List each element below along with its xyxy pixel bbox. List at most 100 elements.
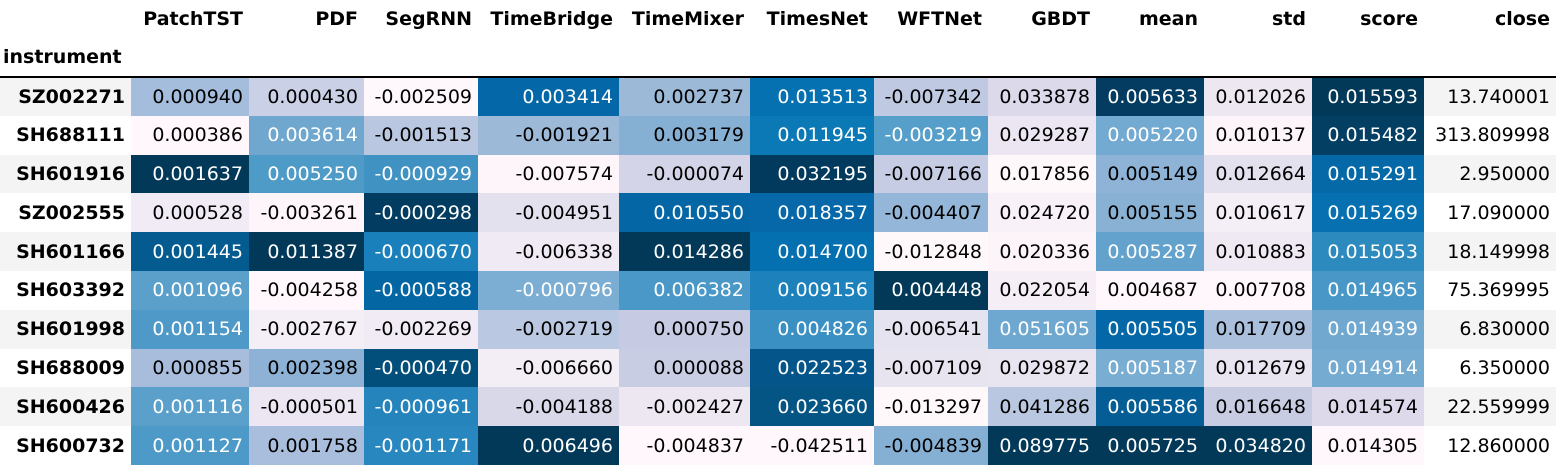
cell-std: 0.010137	[1204, 115, 1312, 155]
table-body: SZ002271 0.000940 0.000430 -0.002509 0.00341…	[0, 76, 1556, 465]
table-row: SZ002555 0.000528 -0.003261 -0.000298 -0.004…	[0, 193, 1556, 233]
cell-patchtst: 0.001637	[131, 154, 249, 194]
cell-wftnet: -0.007109	[874, 348, 988, 388]
column-header-timemixer: TimeMixer	[631, 8, 744, 30]
cell-mean: 0.005586	[1096, 387, 1204, 427]
table-row: SH600426 0.001116 -0.000501 -0.000961 -0.004…	[0, 387, 1556, 427]
cell-mean: 0.004687	[1096, 270, 1204, 310]
index-header-blank	[1096, 38, 1204, 77]
cell-gbdt: 0.051605	[988, 309, 1096, 349]
cell-gbdt: 0.029872	[988, 348, 1096, 388]
cell-close: 22.559999	[1424, 387, 1556, 427]
cell-pdf: -0.002767	[249, 309, 364, 349]
cell-gbdt: 0.029287	[988, 115, 1096, 155]
cell-std: 0.010617	[1204, 193, 1312, 233]
cell-std: 0.012026	[1204, 76, 1312, 116]
cell-score: 0.014574	[1312, 387, 1424, 427]
cell-std: 0.016648	[1204, 387, 1312, 427]
column-header-close: close	[1494, 8, 1550, 30]
cell-timesnet: 0.011945	[750, 115, 874, 155]
cell-close: 6.830000	[1424, 309, 1556, 349]
table-row: SH600732 0.001127 0.001758 -0.001171 0.00649…	[0, 426, 1556, 465]
cell-patchtst: 0.001096	[131, 270, 249, 310]
cell-gbdt: 0.020336	[988, 232, 1096, 271]
cell-gbdt: 0.024720	[988, 193, 1096, 233]
cell-segrnn: -0.000588	[364, 270, 478, 310]
cell-patchtst: 0.000386	[131, 115, 249, 155]
index-header-blank	[1312, 38, 1424, 77]
table-row: SH688009 0.000855 0.002398 -0.000470 -0.0066…	[0, 348, 1556, 388]
column-header-std: std	[1272, 8, 1306, 30]
index-header-blank	[619, 38, 750, 77]
column-header-timesnet: TimesNet	[766, 8, 868, 30]
index-header-blank	[750, 38, 874, 77]
cell-close: 17.090000	[1424, 193, 1556, 233]
cell-patchtst: 0.001116	[131, 387, 249, 427]
cell-segrnn: -0.002269	[364, 309, 478, 349]
cell-close: 18.149998	[1424, 232, 1556, 271]
cell-patchtst: 0.000528	[131, 193, 249, 233]
cell-timemixer: 0.014286	[619, 232, 750, 271]
cell-pdf: -0.004258	[249, 270, 364, 310]
cell-timesnet: 0.023660	[750, 387, 874, 427]
index-header-blank	[249, 38, 364, 77]
table-row: SH601166 0.001445 0.011387 -0.000670 -0.0063…	[0, 232, 1556, 271]
cell-segrnn: -0.001171	[364, 426, 478, 465]
cell-mean: 0.005155	[1096, 193, 1204, 233]
cell-score: 0.014305	[1312, 426, 1424, 465]
cell-mean: 0.005149	[1096, 154, 1204, 194]
cell-std: 0.010883	[1204, 232, 1312, 271]
cell-segrnn: -0.001513	[364, 115, 478, 155]
row-label-instrument: SH688111	[0, 115, 131, 155]
cell-timebridge: -0.006338	[478, 232, 619, 271]
cell-timebridge: -0.001921	[478, 115, 619, 155]
cell-patchtst: 0.001127	[131, 426, 249, 465]
row-label-instrument: SH600732	[0, 426, 131, 465]
cell-score: 0.015269	[1312, 193, 1424, 233]
cell-pdf: 0.000430	[249, 76, 364, 116]
index-header-blank	[1424, 38, 1556, 77]
cell-timemixer: 0.000088	[619, 348, 750, 388]
cell-std: 0.012679	[1204, 348, 1312, 388]
cell-timesnet: 0.004826	[750, 309, 874, 349]
table-row: SH601916 0.001637 0.005250 -0.000929 -0.0075…	[0, 154, 1556, 194]
index-header-blank	[988, 38, 1096, 77]
table-row: SZ002271 0.000940 0.000430 -0.002509 0.00341…	[0, 76, 1556, 116]
cell-wftnet: -0.004407	[874, 193, 988, 233]
cell-wftnet: -0.007166	[874, 154, 988, 194]
cell-score: 0.015053	[1312, 232, 1424, 271]
cell-wftnet: -0.004839	[874, 426, 988, 465]
cell-score: 0.014914	[1312, 348, 1424, 388]
cell-close: 75.369995	[1424, 270, 1556, 310]
row-label-instrument: SH688009	[0, 348, 131, 388]
index-header-blank	[131, 38, 249, 77]
cell-segrnn: -0.002509	[364, 76, 478, 116]
row-label-instrument: SH603392	[0, 270, 131, 310]
column-header-timebridge: TimeBridge	[490, 8, 613, 30]
table-row: SH688111 0.000386 0.003614 -0.001513 -0.0019…	[0, 115, 1556, 155]
cell-timemixer: -0.000074	[619, 154, 750, 194]
column-header-wftnet: WFTNet	[897, 8, 982, 30]
cell-pdf: -0.000501	[249, 387, 364, 427]
cell-wftnet: -0.007342	[874, 76, 988, 116]
cell-wftnet: -0.006541	[874, 309, 988, 349]
cell-segrnn: -0.000961	[364, 387, 478, 427]
row-label-instrument: SZ002555	[0, 193, 131, 233]
row-label-instrument: SZ002271	[0, 76, 131, 116]
cell-gbdt: 0.022054	[988, 270, 1096, 310]
cell-std: 0.012664	[1204, 154, 1312, 194]
cell-score: 0.015593	[1312, 76, 1424, 116]
index-header-blank	[874, 38, 988, 77]
cell-pdf: 0.005250	[249, 154, 364, 194]
cell-close: 12.860000	[1424, 426, 1556, 465]
cell-pdf: -0.003261	[249, 193, 364, 233]
cell-timesnet: -0.042511	[750, 426, 874, 465]
cell-patchtst: 0.001445	[131, 232, 249, 271]
row-label-instrument: SH601916	[0, 154, 131, 194]
column-header-segrnn: SegRNN	[385, 8, 472, 30]
cell-timesnet: 0.032195	[750, 154, 874, 194]
cell-timemixer: 0.010550	[619, 193, 750, 233]
table-row: SH601998 0.001154 -0.002767 -0.002269 -0.002…	[0, 309, 1556, 349]
cell-mean: 0.005505	[1096, 309, 1204, 349]
